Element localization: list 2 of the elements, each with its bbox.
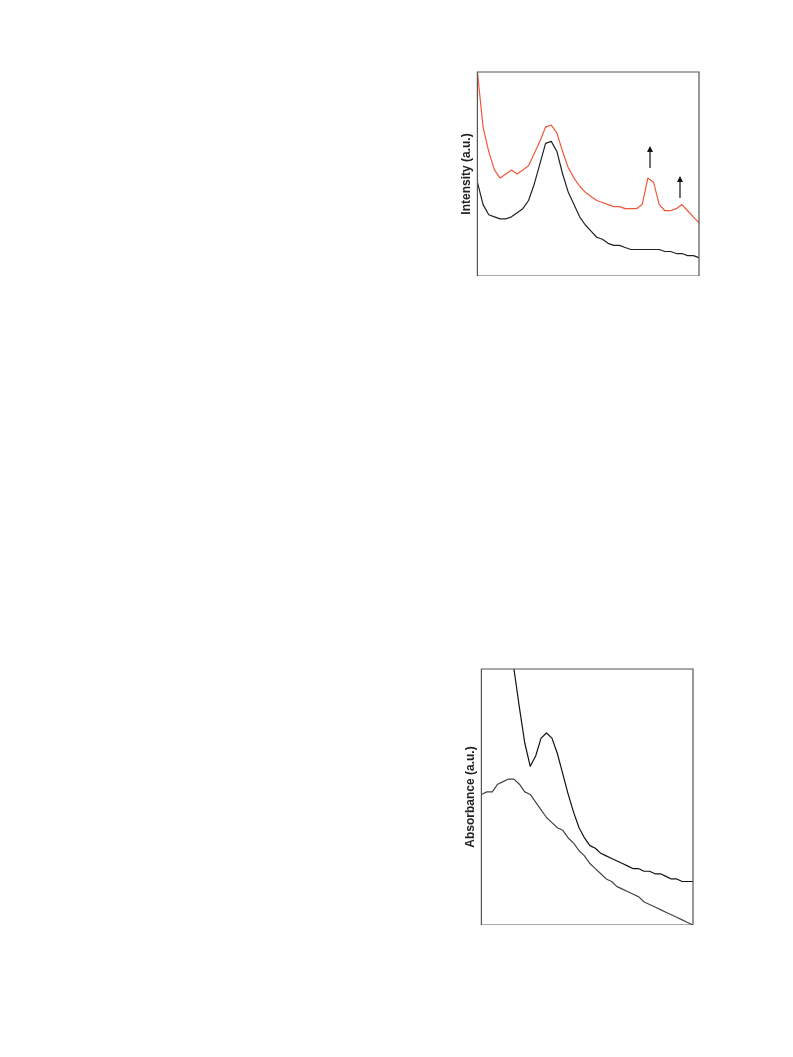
y-axis-title: Intensity (a.u.) <box>458 133 473 215</box>
y-axis-title: Absorbance (a.u.) <box>462 746 477 848</box>
